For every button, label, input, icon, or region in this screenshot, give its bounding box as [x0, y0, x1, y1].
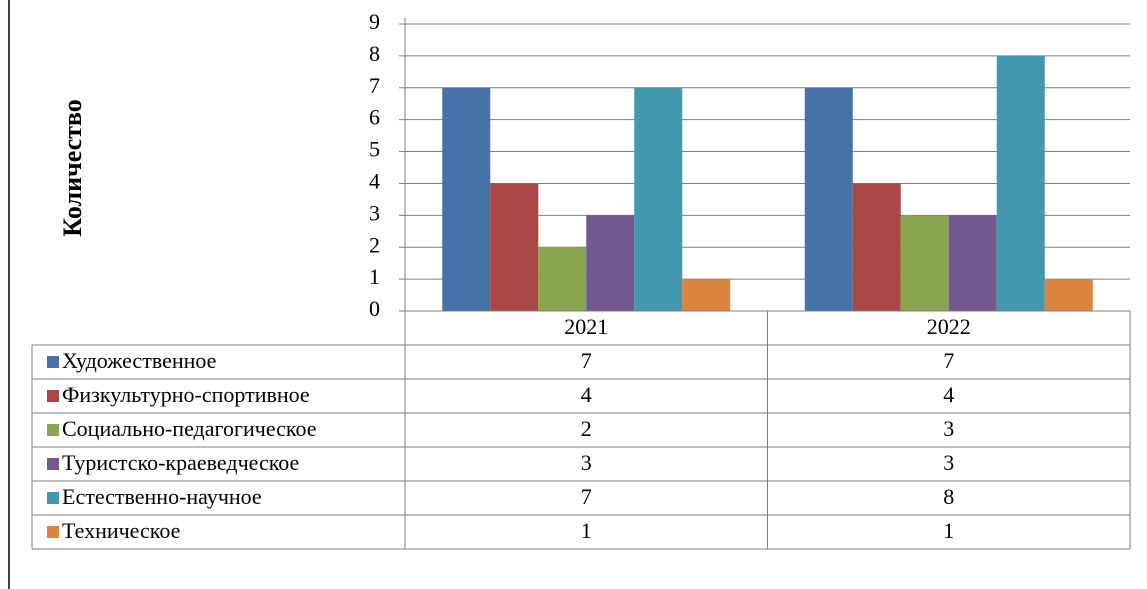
bar	[804, 87, 853, 312]
legend-swatch	[47, 356, 59, 368]
y-tick-label: 3	[369, 200, 380, 225]
y-tick-label: 6	[369, 105, 380, 130]
bar	[538, 247, 587, 311]
data-label: 8	[943, 484, 954, 509]
y-tick-label: 1	[369, 264, 380, 289]
legend-swatch	[47, 390, 59, 402]
bar	[900, 215, 949, 311]
data-label: 7	[943, 348, 954, 373]
bar	[852, 183, 901, 311]
bars	[442, 55, 1093, 312]
y-tick-label: 7	[369, 73, 380, 98]
legend-swatch	[47, 424, 59, 436]
data-label: 4	[581, 382, 592, 407]
bar	[586, 215, 635, 311]
data-label: 3	[943, 450, 954, 475]
bar	[996, 55, 1045, 312]
data-label: 4	[943, 382, 954, 407]
bar	[634, 87, 683, 312]
y-tick-label: 4	[369, 168, 380, 193]
legend-swatch	[47, 492, 59, 504]
data-label: 1	[581, 518, 592, 543]
legend-entry: Туристско-краеведческое	[62, 450, 299, 475]
y-tick-label: 8	[369, 41, 380, 66]
data-label: 3	[581, 450, 592, 475]
legend-swatch	[47, 526, 59, 538]
legend-entry: Естественно-научное	[62, 484, 262, 509]
y-axis-title: Количество	[58, 99, 87, 236]
bar	[682, 279, 731, 311]
data-table: 2021 2022 Художественное 7 7 Физкультурно-спо…	[31, 310, 1131, 550]
bar	[948, 215, 997, 311]
legend-entry: Социально-педагогическое	[62, 416, 317, 441]
legend-entry: Техническое	[62, 518, 180, 543]
y-axis-ticks: 0 1 2 3 4 5 6 7 8 9	[369, 9, 405, 321]
y-tick-label: 5	[369, 137, 380, 162]
y-tick-label: 0	[369, 296, 380, 321]
bar	[490, 183, 539, 311]
legend-swatch	[47, 458, 59, 470]
legend-entry: Физкультурно-спортивное	[62, 382, 310, 407]
x-category-label: 2021	[564, 314, 608, 339]
data-label: 7	[581, 348, 592, 373]
data-label: 1	[943, 518, 954, 543]
bar	[1044, 279, 1093, 311]
y-tick-label: 2	[369, 232, 380, 257]
data-label: 7	[581, 484, 592, 509]
legend-entry: Художественное	[62, 348, 216, 373]
data-label: 2	[581, 416, 592, 441]
data-label: 3	[943, 416, 954, 441]
y-tick-label: 9	[369, 9, 380, 34]
bar	[442, 87, 491, 312]
x-category-label: 2022	[927, 314, 971, 339]
